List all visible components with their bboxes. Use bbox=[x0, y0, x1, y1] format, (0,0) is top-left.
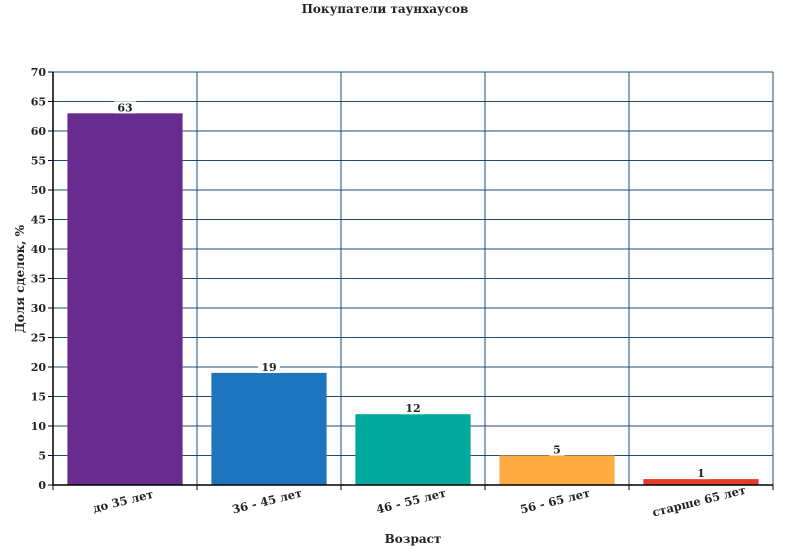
y-tick-label-6: 30 bbox=[31, 302, 47, 315]
data-label-1: 19 bbox=[261, 361, 276, 374]
y-tick-label-9: 45 bbox=[31, 214, 46, 227]
bar-3 bbox=[499, 455, 615, 485]
bar-0 bbox=[67, 113, 183, 486]
data-label-3: 5 bbox=[553, 444, 561, 457]
chart-title: Покупатели таунхаусов bbox=[302, 2, 469, 16]
bars bbox=[67, 113, 759, 486]
x-axis-title: Возраст bbox=[385, 532, 442, 546]
axes bbox=[48, 71, 774, 490]
data-label-bg-1 bbox=[258, 360, 280, 373]
y-tick-label-8: 40 bbox=[31, 243, 47, 256]
bar-4 bbox=[643, 479, 759, 485]
x-tick-labels: до 35 лет 36 - 45 лет 46 - 55 лет 56 - 65 л… bbox=[91, 483, 747, 520]
y-tick-label-11: 55 bbox=[31, 155, 46, 168]
data-label-0: 63 bbox=[117, 101, 132, 114]
y-tick-label-0: 0 bbox=[38, 479, 46, 492]
y-tick-label-2: 10 bbox=[31, 420, 47, 433]
x-tick-label-0: до 35 лет bbox=[91, 487, 154, 516]
data-labels: 63 19 12 5 1 bbox=[114, 101, 709, 480]
y-tick-labels: 0 5 10 15 20 25 30 35 40 45 50 55 60 65 70 bbox=[31, 66, 47, 492]
x-tick-label-1: 36 - 45 лет bbox=[231, 486, 304, 517]
data-label-bg-4 bbox=[693, 467, 709, 480]
data-label-4: 1 bbox=[697, 467, 705, 480]
y-tick-label-7: 35 bbox=[31, 273, 46, 286]
bar-2 bbox=[355, 414, 471, 485]
y-tick-label-3: 15 bbox=[31, 391, 46, 404]
x-tick-label-3: 56 - 65 лет bbox=[519, 486, 592, 517]
data-label-bg-3 bbox=[549, 443, 565, 456]
y-tick-label-5: 25 bbox=[31, 332, 46, 345]
y-tick-label-4: 20 bbox=[31, 361, 47, 374]
bar-1 bbox=[211, 372, 327, 485]
y-tick-label-12: 60 bbox=[31, 125, 47, 138]
y-tick-label-13: 65 bbox=[31, 96, 46, 109]
data-label-bg-2 bbox=[402, 402, 424, 415]
data-label-2: 12 bbox=[405, 402, 420, 415]
x-tick-label-2: 46 - 55 лет bbox=[375, 486, 448, 517]
data-label-bg-0 bbox=[114, 101, 136, 114]
x-tick-label-4: старше 65 лет bbox=[651, 483, 747, 520]
y-tick-label-1: 5 bbox=[38, 450, 46, 463]
y-tick-label-10: 50 bbox=[31, 184, 47, 197]
y-axis-title: Доля сделок, % bbox=[13, 224, 27, 333]
y-tick-label-14: 70 bbox=[31, 66, 47, 79]
